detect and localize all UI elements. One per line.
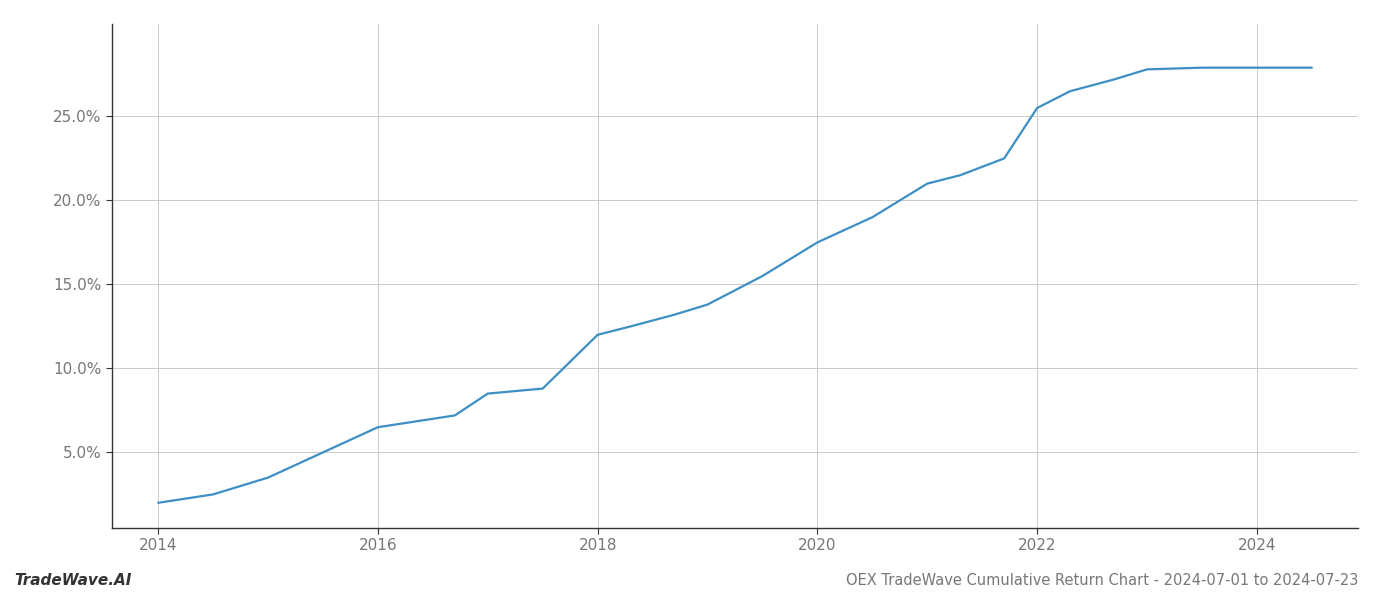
Text: TradeWave.AI: TradeWave.AI <box>14 573 132 588</box>
Text: OEX TradeWave Cumulative Return Chart - 2024-07-01 to 2024-07-23: OEX TradeWave Cumulative Return Chart - … <box>846 573 1358 588</box>
